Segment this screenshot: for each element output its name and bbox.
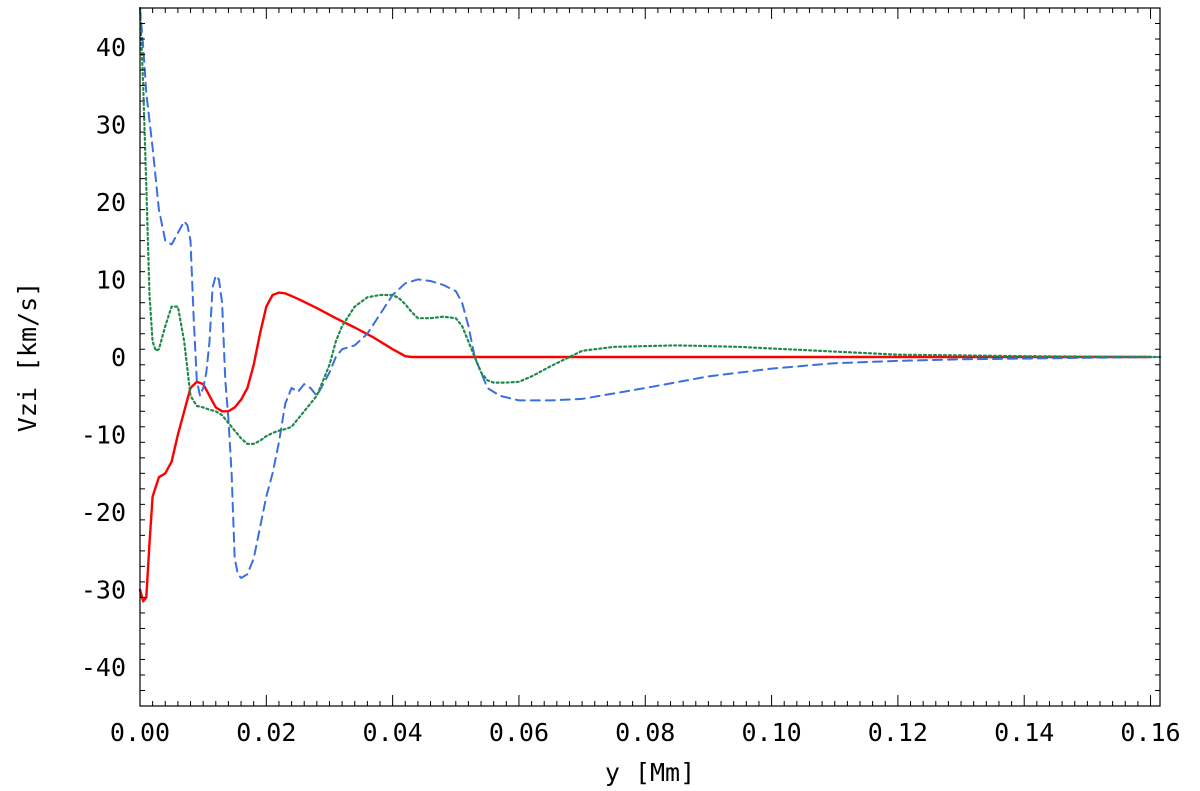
y-axis-title: Vzi [km/s] — [13, 282, 42, 433]
plot-frame — [139, 7, 1161, 707]
y-tick-label: -40 — [81, 653, 126, 682]
series-line-solid — [138, 291, 1152, 603]
x-tick-label: 0.16 — [1120, 718, 1180, 747]
y-tick-label: 20 — [96, 188, 126, 217]
y-tick-label: 0 — [111, 343, 126, 372]
series-line-dotted — [138, 6, 1162, 445]
x-tick-label: 0.06 — [489, 718, 549, 747]
x-tick-label: 0.00 — [110, 718, 170, 747]
x-tick-label: 0.04 — [363, 718, 423, 747]
series-layer — [138, 6, 1162, 603]
x-tick-label: 0.12 — [868, 718, 928, 747]
y-tick-label: -20 — [81, 498, 126, 527]
y-tick-label: -10 — [81, 421, 126, 450]
tick-label-layer: 0.00 0.02 0.04 0.06 0.08 0.10 0.12 0.14 0.16 -40 -… — [81, 33, 1181, 747]
x-axis-title: y [Mm] — [605, 758, 695, 787]
x-tick-label: 0.14 — [994, 718, 1054, 747]
series-line-dashed — [139, 7, 1161, 579]
x-tick-label: 0.02 — [236, 718, 296, 747]
x-tick-label: 0.10 — [741, 718, 801, 747]
y-tick-label: 40 — [96, 33, 126, 62]
y-tick-label: 10 — [96, 265, 126, 294]
y-tick-label: -30 — [81, 576, 126, 605]
y-tick-label: 30 — [96, 110, 126, 139]
x-tick-label: 0.08 — [615, 718, 675, 747]
